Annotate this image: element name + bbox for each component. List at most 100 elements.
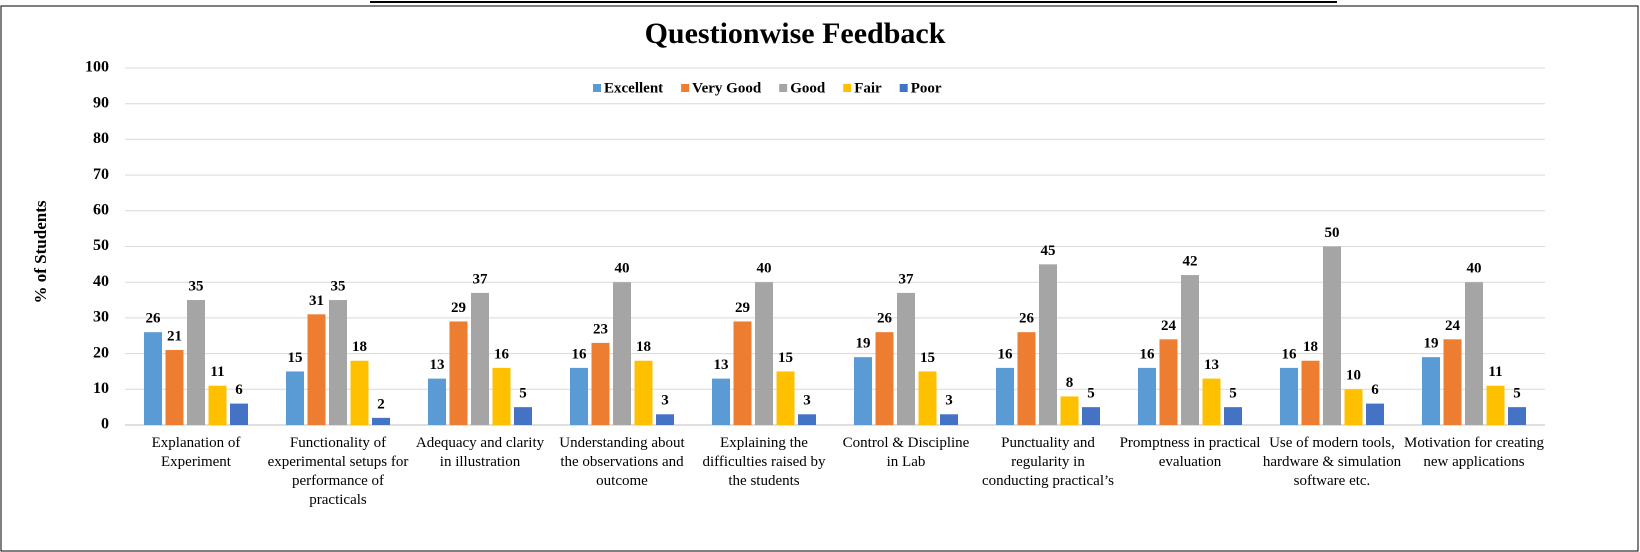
bar: [492, 367, 511, 425]
bar: [1181, 275, 1199, 425]
bar: [1224, 407, 1242, 425]
data-label: 24: [1445, 318, 1461, 334]
bar: [1443, 339, 1462, 425]
bar: [1344, 389, 1363, 425]
bar: [875, 332, 894, 425]
bar: [1082, 407, 1100, 425]
y-tick-label: 0: [101, 416, 109, 433]
bar: [996, 367, 1014, 425]
bar: [854, 357, 872, 425]
data-label: 45: [1041, 243, 1056, 259]
bar: [1017, 332, 1036, 425]
data-label: 18: [352, 339, 367, 355]
y-tick-label: 40: [93, 273, 109, 290]
data-label: 13: [714, 357, 729, 373]
data-label: 16: [998, 346, 1014, 362]
y-tick-label: 20: [93, 344, 109, 361]
data-label: 15: [920, 350, 935, 366]
bar: [1422, 357, 1440, 425]
y-tick-label: 10: [93, 380, 109, 397]
bar: [329, 300, 347, 425]
x-tick-label: Explanation of Experiment: [151, 435, 241, 470]
legend-label: Poor: [911, 80, 942, 96]
bar: [1465, 282, 1483, 425]
y-tick-label: 100: [85, 59, 109, 76]
data-label: 10: [1346, 368, 1361, 384]
bar: [733, 321, 752, 425]
bar: [656, 414, 674, 425]
bar: [1138, 367, 1156, 425]
y-tick-label: 80: [93, 130, 109, 147]
y-tick-label: 70: [93, 166, 109, 183]
legend-label: Very Good: [692, 80, 762, 96]
data-label: 35: [189, 278, 204, 294]
legend-label: Fair: [854, 80, 882, 96]
bar: [798, 414, 816, 425]
bar: [286, 371, 304, 425]
x-tick-label: Punctuality and regularity in conducting…: [981, 435, 1115, 489]
legend-swatch: [593, 84, 601, 92]
legend-label: Excellent: [604, 80, 663, 96]
data-label: 15: [778, 350, 793, 366]
bar: [1323, 246, 1341, 425]
data-label: 37: [899, 271, 915, 287]
bar: [1202, 378, 1221, 425]
data-label: 40: [757, 261, 772, 277]
data-label: 24: [1161, 318, 1177, 334]
data-label: 26: [877, 311, 893, 327]
bar: [350, 360, 369, 425]
bar: [634, 360, 653, 425]
bar: [307, 314, 326, 425]
bar: [230, 403, 248, 425]
x-tick-label: Explaining the difficulties raised by th…: [702, 435, 826, 489]
y-tick-label: 30: [93, 309, 109, 326]
y-tick-label: 90: [93, 94, 109, 111]
data-label: 16: [1140, 346, 1156, 362]
data-label: 29: [735, 300, 750, 316]
x-tick-label: Promptness in practical evaluation: [1119, 435, 1261, 470]
bar: [165, 350, 184, 425]
data-label: 50: [1325, 225, 1340, 241]
bar: [372, 417, 390, 425]
data-label: 11: [210, 364, 224, 380]
data-label: 19: [856, 336, 871, 352]
bar: [940, 414, 958, 425]
data-label: 19: [1424, 336, 1439, 352]
legend-swatch: [779, 84, 788, 92]
bar: [1508, 407, 1526, 425]
data-label: 23: [593, 321, 608, 337]
data-label: 42: [1183, 253, 1198, 269]
data-label: 29: [451, 300, 466, 316]
x-tick-label: Understanding about the observations and…: [559, 435, 685, 489]
data-label: 40: [1467, 261, 1482, 277]
data-label: 40: [615, 261, 630, 277]
data-label: 16: [1282, 346, 1298, 362]
bar: [144, 332, 162, 425]
x-tick-label: Adequacy and clarity in illustration: [415, 435, 545, 470]
bar: [1159, 339, 1178, 425]
bar: [1486, 385, 1505, 425]
legend-swatch: [681, 84, 690, 92]
x-tick-label: Use of modern tools, hardware & simulati…: [1262, 435, 1402, 489]
legend-swatch: [843, 84, 852, 92]
bar: [471, 292, 489, 425]
bar: [897, 292, 915, 425]
data-label: 2: [377, 396, 385, 412]
data-label: 11: [1488, 364, 1502, 380]
bar: [591, 342, 610, 425]
data-label: 3: [803, 393, 811, 409]
bar: [1060, 396, 1079, 425]
data-label: 8: [1066, 375, 1074, 391]
bar: [776, 371, 795, 425]
bar: [449, 321, 468, 425]
data-label: 18: [636, 339, 651, 355]
data-label: 18: [1303, 339, 1318, 355]
bar: [712, 378, 730, 425]
data-label: 5: [519, 386, 527, 402]
data-label: 13: [430, 357, 445, 373]
data-label: 35: [331, 278, 346, 294]
chart-frame: [0, 5, 1639, 552]
data-label: 16: [572, 346, 588, 362]
